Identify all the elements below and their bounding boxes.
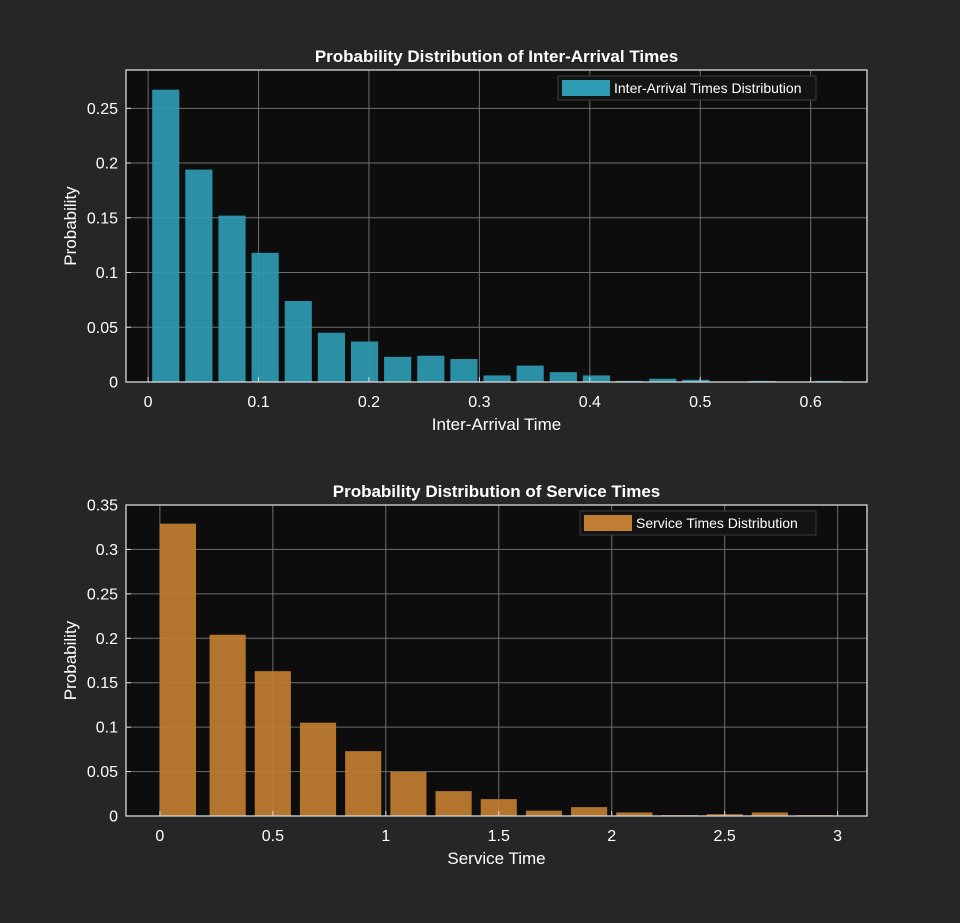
bar xyxy=(682,379,710,382)
legend-swatch xyxy=(562,80,610,96)
x-tick-label: 1 xyxy=(381,828,390,845)
x-tick-label: 0.3 xyxy=(468,394,490,411)
x-tick-label: 2 xyxy=(607,828,616,845)
x-tick-label: 3 xyxy=(833,828,842,845)
x-axis-label: Inter-Arrival Time xyxy=(432,415,561,434)
plot-area xyxy=(126,505,867,816)
y-tick-label: 0.2 xyxy=(96,156,118,173)
x-tick-label: 0.1 xyxy=(247,394,269,411)
bar xyxy=(450,359,478,382)
y-axis-label: Probability xyxy=(61,620,80,700)
bar xyxy=(525,810,563,816)
y-tick-label: 0.15 xyxy=(87,210,118,227)
bar xyxy=(185,169,213,382)
chart-1: 0 0.1 0.2 0.3 0.4 0.5 0.6 0 0.05 0.1 0.15 0.2 0.25 Pr… xyxy=(61,47,868,434)
bar xyxy=(751,812,788,816)
y-tick-label: 0.3 xyxy=(96,542,118,559)
legend-swatch xyxy=(584,515,632,531)
bar xyxy=(480,799,517,816)
bar xyxy=(616,812,653,816)
legend-label: Service Times Distribution xyxy=(636,515,798,531)
y-tick-label: 0.25 xyxy=(87,586,118,603)
bar xyxy=(483,375,511,382)
legend-label: Inter-Arrival Times Distribution xyxy=(614,80,802,96)
x-tick-label: 0.5 xyxy=(689,394,711,411)
legend: Inter-Arrival Times Distribution xyxy=(557,75,817,101)
bar xyxy=(549,372,577,382)
x-axis-label: Service Time xyxy=(447,849,545,868)
bar xyxy=(417,355,445,382)
bar xyxy=(649,378,677,382)
y-tick-label: 0.25 xyxy=(87,101,118,118)
y-tick-label: 0.15 xyxy=(87,675,118,692)
axes-frame xyxy=(125,504,868,817)
bar xyxy=(435,791,472,816)
bar xyxy=(152,89,180,382)
y-tick-label: 0.05 xyxy=(87,320,118,337)
y-tick-label: 0 xyxy=(109,375,118,392)
x-tick-label: 1.5 xyxy=(488,828,510,845)
bar xyxy=(516,365,544,382)
chart-2: 0 0.5 1 1.5 2 2.5 3 0 0.05 0.1 0.15 0.2 0.25 0.3 0.35 P… xyxy=(61,482,868,868)
plot-area xyxy=(126,70,867,382)
bar xyxy=(582,375,611,382)
bar xyxy=(571,807,608,816)
bar xyxy=(209,634,246,816)
bar xyxy=(317,332,345,382)
chart-title: Probability Distribution of Service Time… xyxy=(333,482,660,501)
x-tick-label: 2.5 xyxy=(714,828,736,845)
y-tick-label: 0.1 xyxy=(96,265,118,282)
legend: Service Times Distribution xyxy=(579,510,817,536)
axes-frame xyxy=(125,69,868,383)
bar xyxy=(299,722,337,816)
x-tick-label: 0.4 xyxy=(579,394,601,411)
y-tick-label: 0 xyxy=(109,809,118,826)
y-tick-label: 0.1 xyxy=(96,720,118,737)
bar xyxy=(384,356,412,382)
y-tick-label: 0.05 xyxy=(87,764,118,781)
y-tick-label: 0.2 xyxy=(96,631,118,648)
x-tick-label: 0.6 xyxy=(800,394,822,411)
bar xyxy=(159,523,197,816)
x-tick-label: 0.2 xyxy=(358,394,380,411)
bar xyxy=(254,671,291,816)
bar xyxy=(284,300,312,382)
y-axis-label: Probability xyxy=(61,186,80,266)
bar xyxy=(345,751,382,816)
bar xyxy=(350,341,379,382)
bar xyxy=(390,771,427,816)
x-tick-label: 0.5 xyxy=(262,828,284,845)
x-tick-label: 0 xyxy=(144,394,153,411)
chart-title: Probability Distribution of Inter-Arriva… xyxy=(315,47,678,66)
x-tick-label: 0 xyxy=(155,828,164,845)
bar xyxy=(251,252,279,382)
bar xyxy=(218,215,246,382)
y-tick-label: 0.35 xyxy=(87,498,118,515)
